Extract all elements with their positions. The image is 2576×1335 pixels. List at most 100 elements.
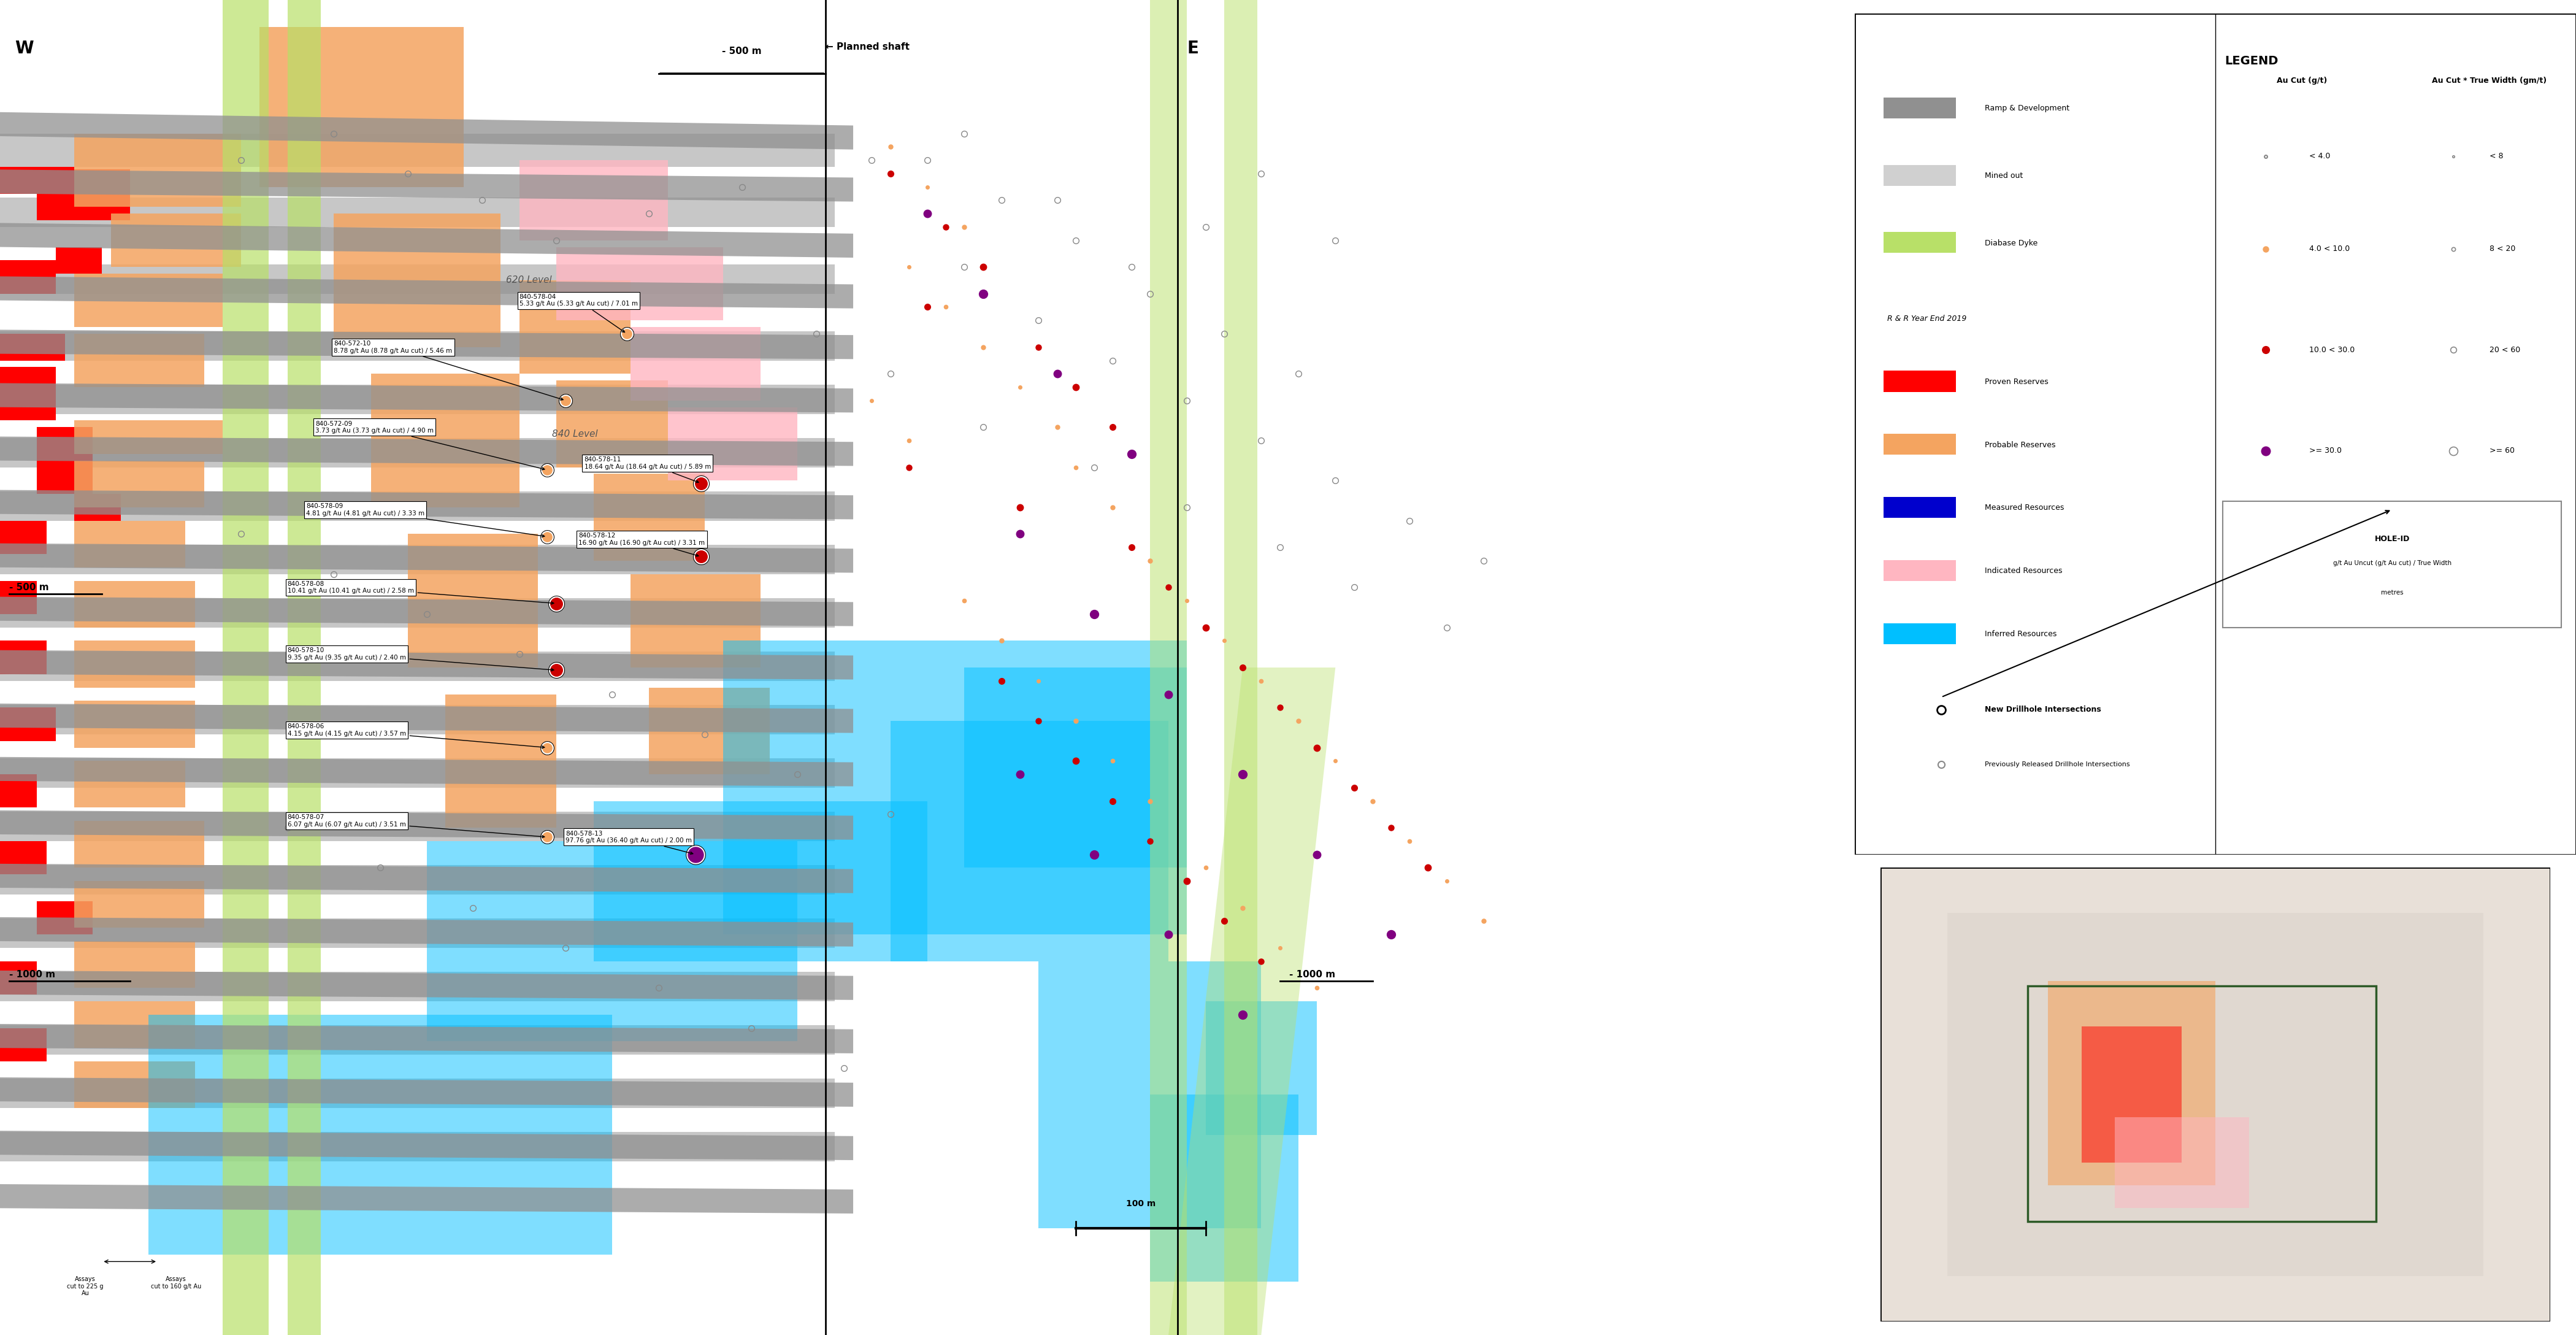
Text: >= 60: >= 60 (2488, 447, 2514, 455)
Text: 20 < 60: 20 < 60 (2488, 346, 2519, 354)
Bar (0, 708, 57, 741)
Text: ← Planned shaft: ← Planned shaft (824, 43, 909, 51)
Bar (0, 1025, 835, 1055)
Bar (75, 641, 196, 688)
Text: 8 < 20: 8 < 20 (2488, 244, 2514, 252)
Text: New Drillhole Intersections: New Drillhole Intersections (1984, 706, 2102, 714)
Bar (36, 427, 93, 494)
Text: W: W (15, 40, 33, 57)
Bar (75, 334, 204, 387)
Bar (1149, 1095, 1298, 1282)
Text: 840-572-10
8.78 g/t Au (8.78 g/t Au cut) / 5.46 m: 840-572-10 8.78 g/t Au (8.78 g/t Au cut)… (335, 340, 564, 400)
Text: 840-578-11
18.64 g/t Au (18.64 g/t Au cut) / 5.89 m: 840-578-11 18.64 g/t Au (18.64 g/t Au cu… (585, 457, 711, 483)
Text: g/t Au Uncut (g/t Au cut) / True Width: g/t Au Uncut (g/t Au cut) / True Width (2334, 561, 2452, 566)
Text: Previously Released Drillhole Intersections: Previously Released Drillhole Intersecti… (1984, 761, 2130, 768)
Text: Inferred Resources: Inferred Resources (1984, 630, 2056, 638)
Text: 840-578-13
97.76 g/t Au (36.40 g/t Au cut) / 2.00 m: 840-578-13 97.76 g/t Au (36.40 g/t Au cu… (567, 830, 693, 854)
Bar (2115, 1117, 2249, 1208)
Text: 840-578-12
16.90 g/t Au (16.90 g/t Au cut) / 3.31 m: 840-578-12 16.90 g/t Au (16.90 g/t Au cu… (580, 533, 706, 557)
Polygon shape (0, 1184, 853, 1214)
Bar (0, 651, 835, 681)
Bar (592, 474, 706, 561)
Polygon shape (0, 490, 853, 519)
Polygon shape (0, 1077, 853, 1107)
Text: 840-572-09
3.73 g/t Au (3.73 g/t Au cut) / 4.90 m: 840-572-09 3.73 g/t Au (3.73 g/t Au cut)… (314, 421, 544, 470)
Text: Assays
cut to 160 g/t Au: Assays cut to 160 g/t Au (152, 1276, 201, 1290)
Bar (556, 380, 667, 467)
Bar (2027, 985, 2375, 1222)
Bar (1883, 371, 1955, 392)
Polygon shape (0, 757, 853, 786)
Bar (1883, 164, 1955, 186)
Bar (0, 581, 36, 614)
Bar (149, 1015, 613, 1255)
Polygon shape (0, 704, 853, 733)
Text: Measured Resources: Measured Resources (1984, 503, 2063, 511)
Bar (335, 214, 500, 347)
Text: < 4.0: < 4.0 (2308, 152, 2331, 160)
Bar (0, 134, 835, 167)
FancyBboxPatch shape (2223, 501, 2561, 627)
Bar (1883, 97, 1955, 119)
Bar (75, 421, 222, 454)
Bar (963, 668, 1188, 868)
Polygon shape (0, 971, 853, 1000)
Polygon shape (0, 223, 853, 258)
Bar (428, 841, 799, 1041)
Bar (371, 374, 520, 507)
Bar (0, 545, 835, 574)
Polygon shape (0, 170, 853, 202)
Text: - 500 m: - 500 m (721, 47, 762, 56)
Bar (0, 972, 835, 1001)
Text: Au Cut (g/t): Au Cut (g/t) (2277, 76, 2326, 84)
Polygon shape (0, 917, 853, 947)
Bar (0, 961, 36, 995)
Text: Au Cut * True Width (gm/t): Au Cut * True Width (gm/t) (2432, 76, 2548, 84)
Text: 840-578-08
10.41 g/t Au (10.41 g/t Au cut) / 2.58 m: 840-578-08 10.41 g/t Au (10.41 g/t Au cu… (289, 581, 554, 605)
Polygon shape (0, 1024, 853, 1053)
Polygon shape (0, 543, 853, 573)
Text: - 1000 m: - 1000 m (1288, 971, 1334, 979)
Text: Probable Reserves: Probable Reserves (1984, 441, 2056, 449)
Bar (1224, 0, 1257, 1335)
Text: Assays
cut to 225 g
Au: Assays cut to 225 g Au (67, 1276, 103, 1296)
Text: LEGEND: LEGEND (2226, 56, 2277, 67)
Text: Mined out: Mined out (1984, 172, 2022, 180)
Bar (0, 705, 835, 734)
Bar (891, 721, 1170, 961)
Bar (407, 534, 538, 668)
Bar (0, 264, 835, 294)
Text: Indicated Resources: Indicated Resources (1984, 567, 2063, 575)
Text: < 8: < 8 (2488, 152, 2504, 160)
Bar (592, 801, 927, 961)
Bar (75, 1061, 196, 1108)
Bar (0, 1132, 835, 1161)
Text: 840-578-09
4.81 g/t Au (4.81 g/t Au cut) / 3.33 m: 840-578-09 4.81 g/t Au (4.81 g/t Au cut)… (307, 503, 544, 537)
Bar (57, 247, 103, 274)
Bar (2081, 1027, 2182, 1163)
Bar (2048, 981, 2215, 1185)
Text: 620 Level: 620 Level (505, 276, 551, 284)
Text: 840-578-10
9.35 g/t Au (9.35 g/t Au cut) / 2.40 m: 840-578-10 9.35 g/t Au (9.35 g/t Au cut)… (289, 647, 554, 672)
Bar (446, 694, 556, 828)
Text: R & R Year End 2019: R & R Year End 2019 (1888, 315, 1965, 323)
Bar (724, 641, 1188, 934)
Bar (520, 160, 667, 240)
Bar (1883, 232, 1955, 254)
Text: 100 m: 100 m (1126, 1200, 1157, 1208)
Bar (1883, 497, 1955, 518)
Bar (0, 774, 36, 808)
Bar (75, 494, 121, 521)
Text: 840-578-07
6.07 g/t Au (6.07 g/t Au cut) / 3.51 m: 840-578-07 6.07 g/t Au (6.07 g/t Au cut)… (289, 814, 544, 838)
Bar (75, 461, 204, 507)
Bar (1206, 1001, 1316, 1135)
Polygon shape (0, 864, 853, 893)
Bar (556, 247, 724, 320)
Bar (0, 918, 835, 948)
Bar (0, 367, 57, 421)
Bar (75, 881, 204, 928)
Text: - 500 m: - 500 m (10, 583, 49, 591)
Bar (0, 198, 835, 227)
Bar (649, 688, 770, 774)
Text: HOLE-ID: HOLE-ID (2375, 535, 2409, 543)
